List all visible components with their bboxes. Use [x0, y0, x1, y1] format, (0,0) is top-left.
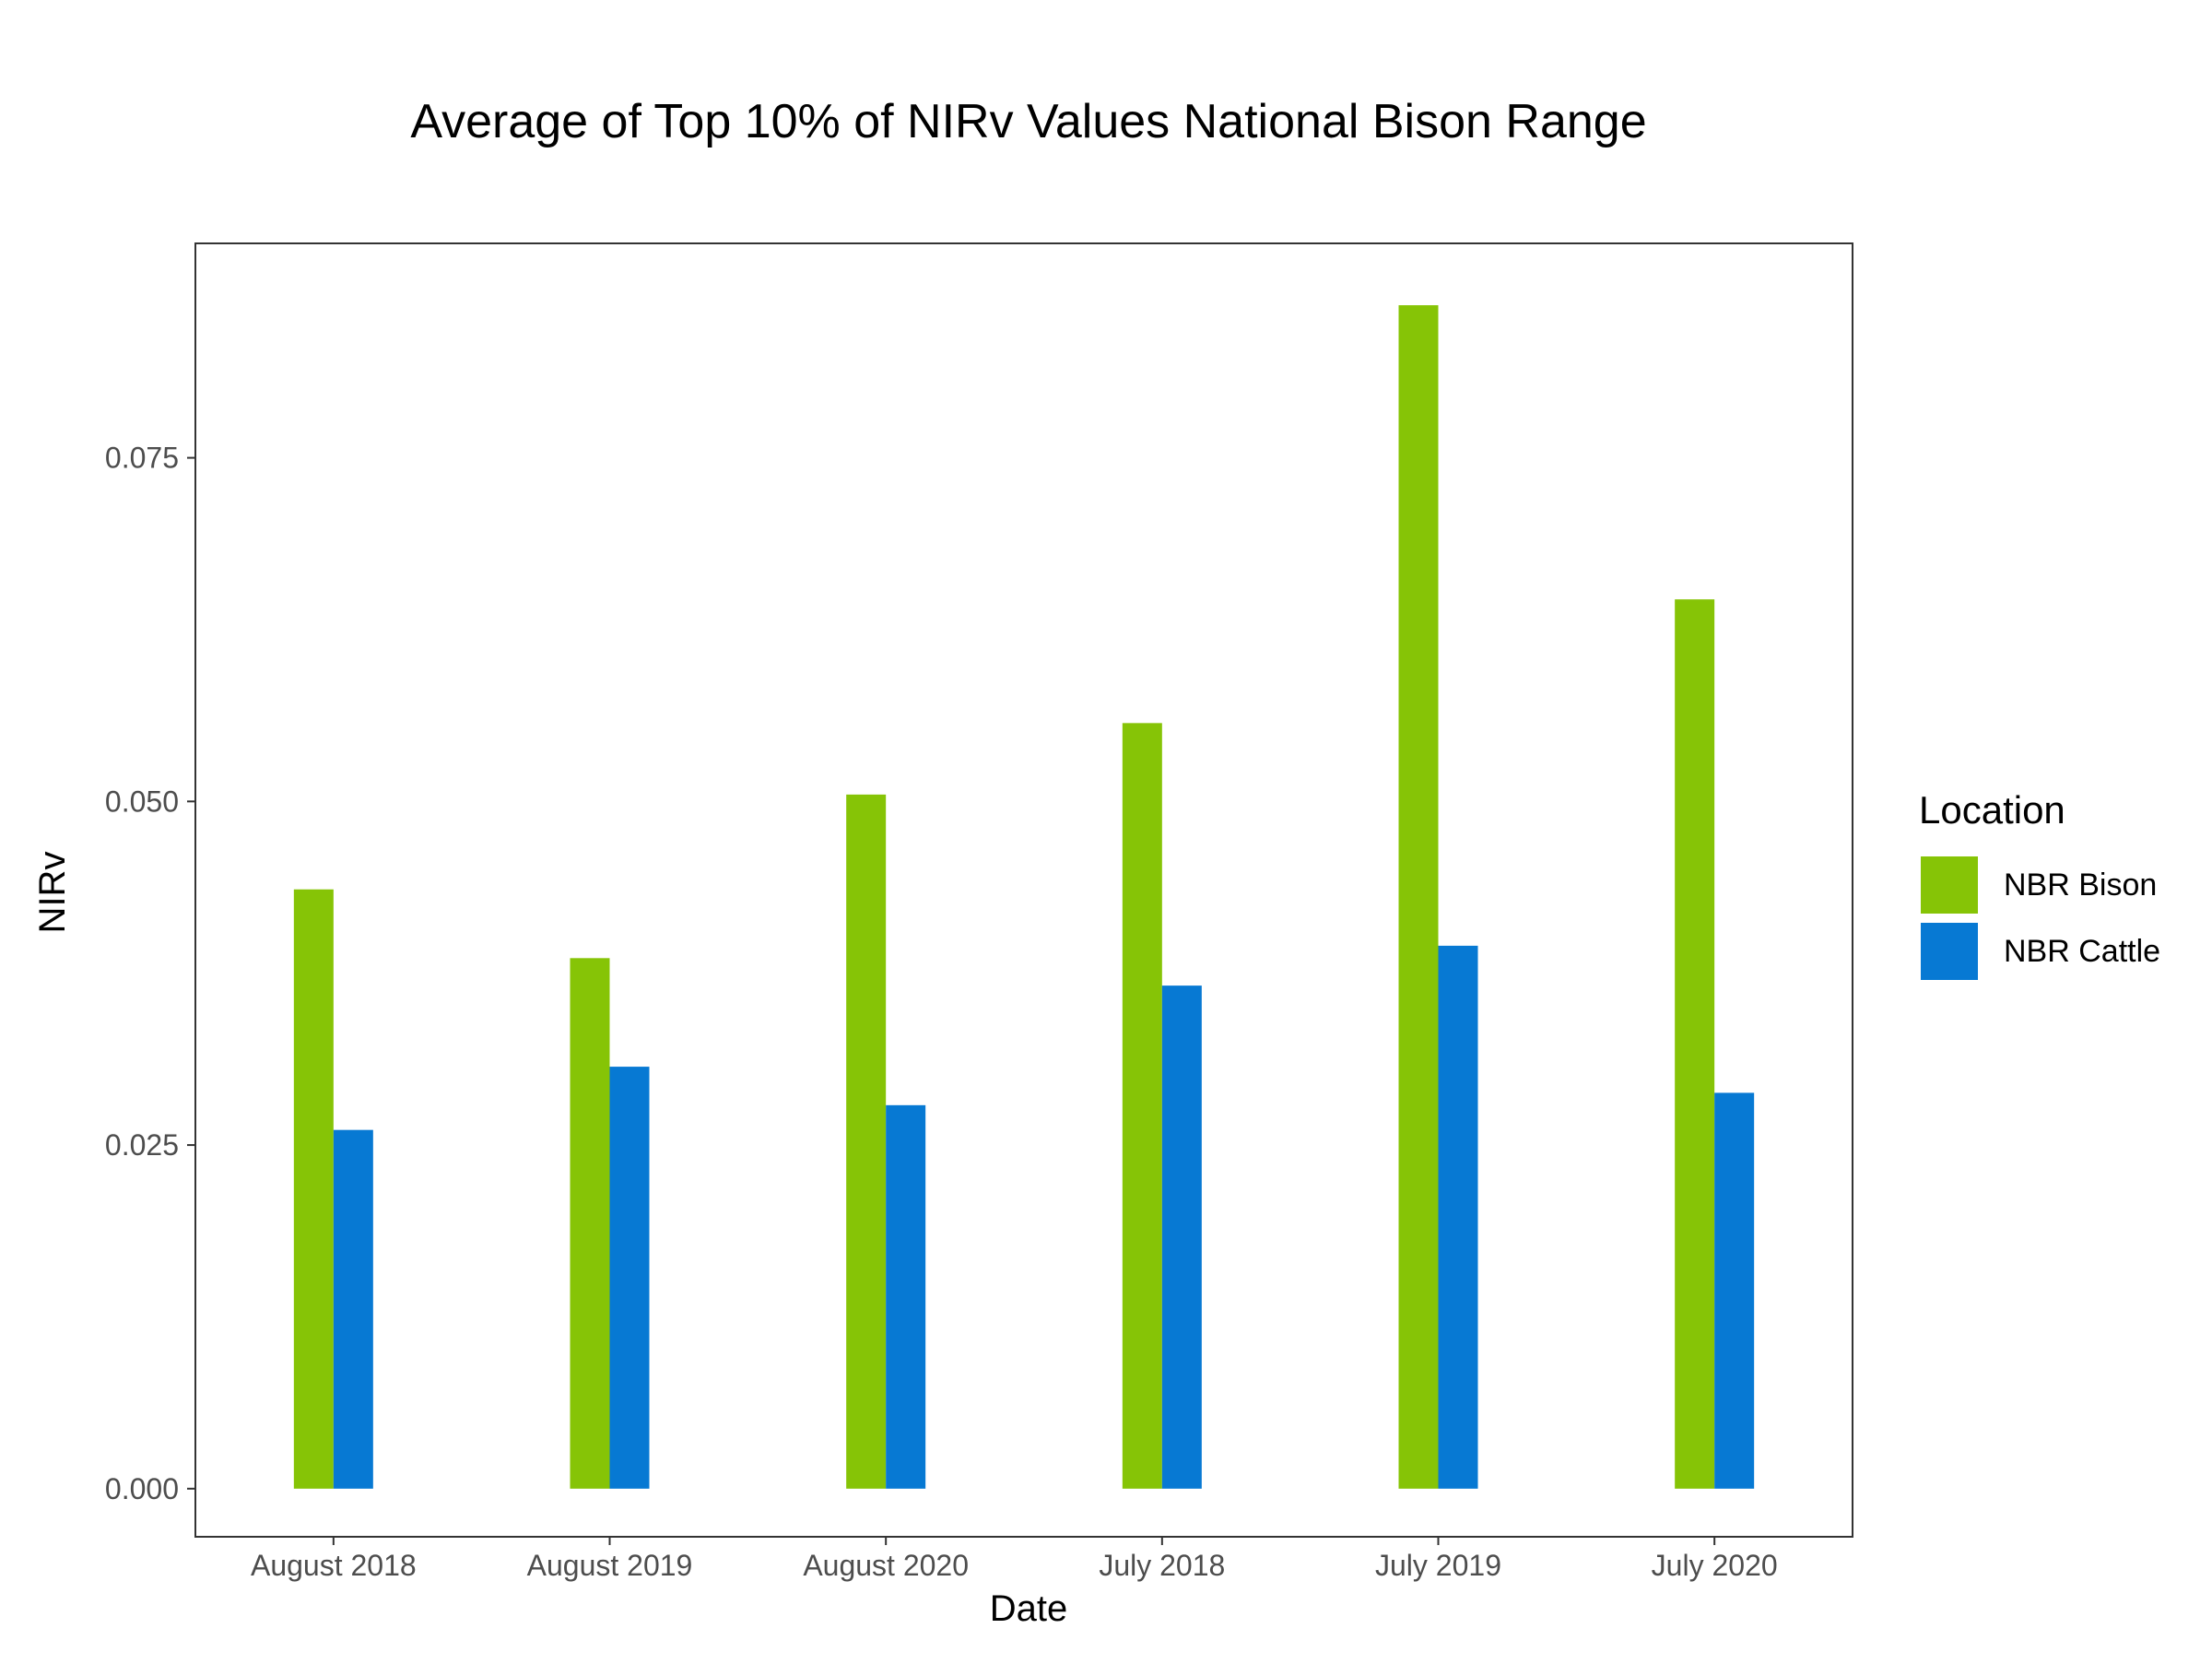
bar-bison: [846, 794, 887, 1489]
y-axis: 0.000 0.025 0.050 0.075: [105, 442, 195, 1505]
y-axis-title: NIRv: [32, 852, 73, 934]
y-tick-label: 0.000: [105, 1472, 179, 1505]
x-axis-title: Date: [990, 1588, 1068, 1629]
y-tick-label: 0.075: [105, 442, 179, 475]
legend-swatch: [1921, 923, 1978, 980]
legend: Location NBR Bison NBR Cattle: [1919, 788, 2160, 982]
bar-group: [846, 794, 926, 1489]
legend-label: NBR Bison: [2004, 867, 2157, 903]
bar-group: [570, 958, 650, 1489]
legend-swatch: [1921, 856, 1978, 914]
bars: [293, 305, 1755, 1489]
bar-cattle: [609, 1067, 650, 1489]
bar-cattle: [1161, 985, 1202, 1489]
chart-title: Average of Top 10% of NIRv Values Nation…: [410, 95, 1646, 148]
x-tick-label: August 2020: [803, 1549, 969, 1582]
bar-group: [1675, 599, 1755, 1489]
legend-title: Location: [1919, 788, 2065, 832]
x-tick-label: August 2019: [527, 1549, 693, 1582]
bar-cattle: [886, 1104, 926, 1489]
bar-bison: [1398, 305, 1439, 1489]
bar-cattle: [1438, 945, 1478, 1489]
bar-group: [1398, 305, 1478, 1489]
x-tick-label: July 2018: [1099, 1549, 1225, 1582]
y-tick-label: 0.050: [105, 785, 179, 818]
x-tick-label: August 2018: [251, 1549, 417, 1582]
bar-cattle: [1714, 1092, 1755, 1489]
bar-bison: [570, 958, 610, 1489]
bar-bison: [1122, 723, 1162, 1489]
x-axis: August 2018 August 2019 August 2020 July 20…: [251, 1537, 1778, 1582]
legend-item: NBR Bison: [1919, 855, 2157, 915]
plot-border: [194, 242, 1853, 1538]
bar-group: [293, 889, 373, 1489]
y-tick-label: 0.025: [105, 1128, 179, 1162]
bar-bison: [1675, 599, 1715, 1489]
legend-item: NBR Cattle: [1919, 921, 2160, 982]
x-tick-label: July 2019: [1375, 1549, 1501, 1582]
bar-group: [1122, 723, 1202, 1489]
x-tick-label: July 2020: [1652, 1549, 1778, 1582]
bar-bison: [293, 889, 334, 1489]
legend-label: NBR Cattle: [2004, 934, 2160, 969]
bar-cattle: [333, 1129, 373, 1489]
